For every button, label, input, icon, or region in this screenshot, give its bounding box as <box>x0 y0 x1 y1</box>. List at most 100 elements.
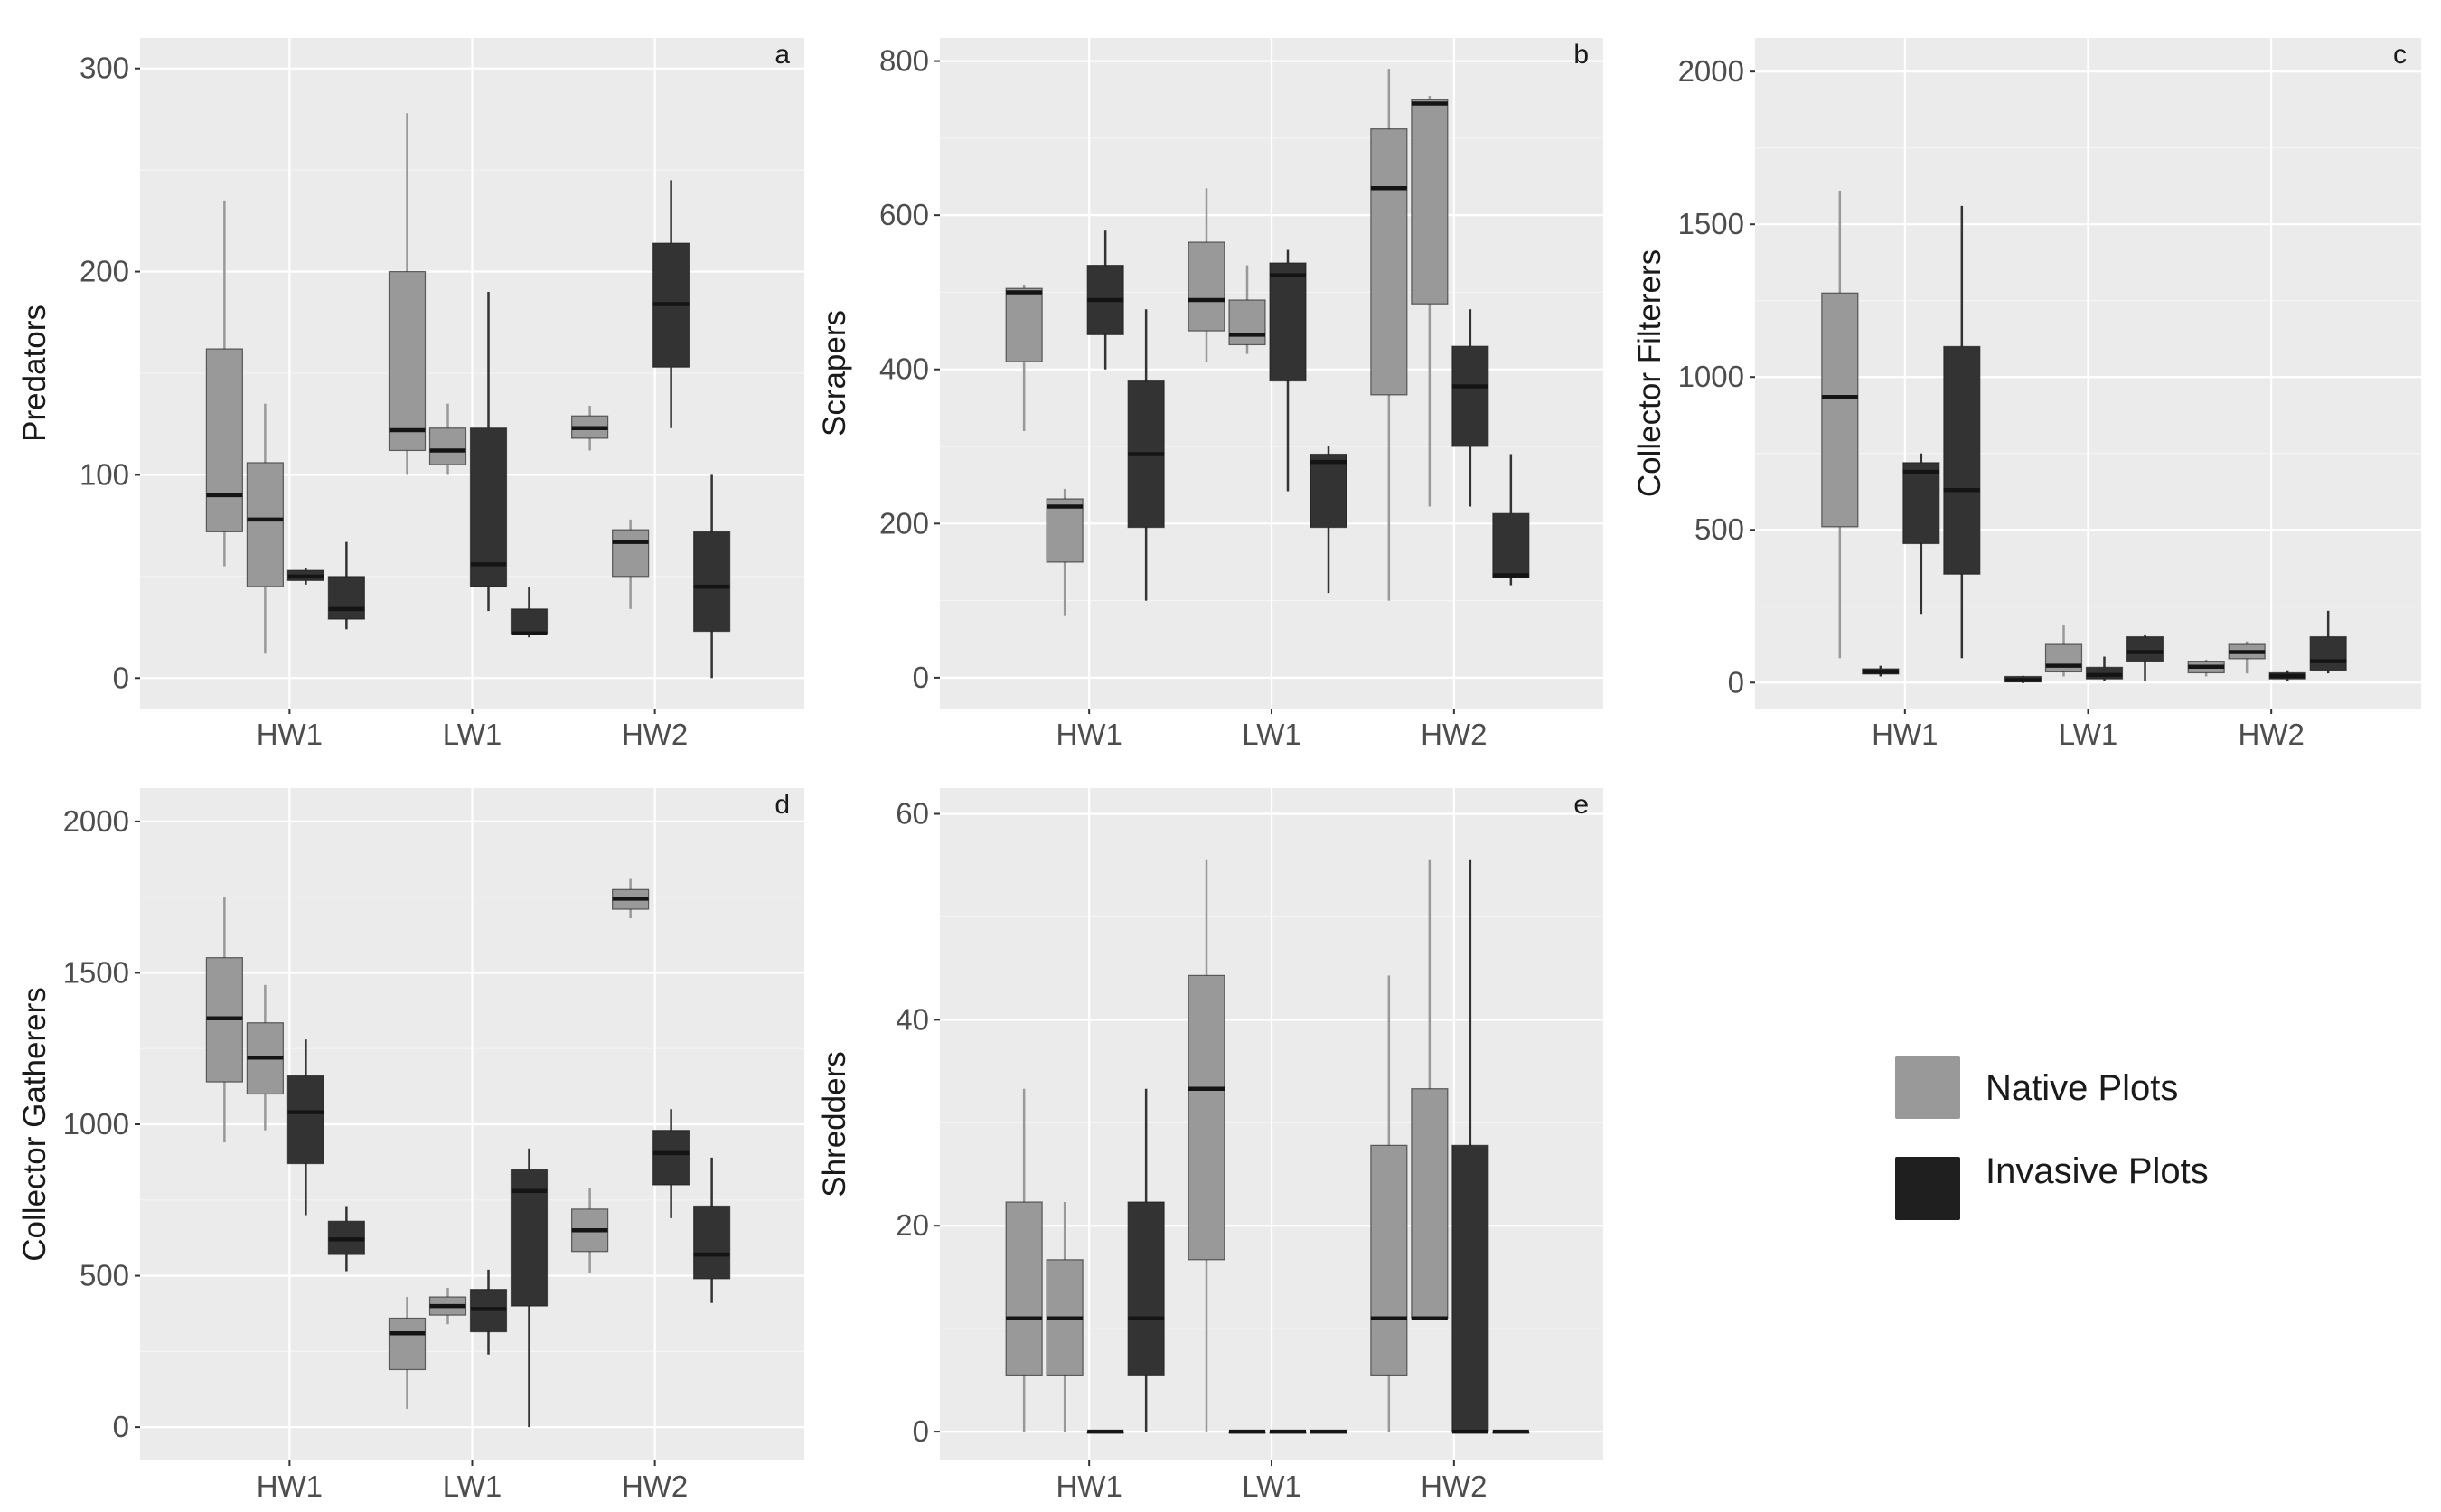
x-tick-label: LW1 <box>1242 1470 1300 1503</box>
box-invasive <box>1310 1429 1347 1434</box>
x-tick-label: HW1 <box>257 718 323 751</box>
box-native <box>1046 488 1084 616</box>
box-invasive <box>1862 665 1900 677</box>
x-tick-label: LW1 <box>1242 718 1300 751</box>
box-iqr <box>510 608 549 634</box>
box-invasive <box>2126 634 2164 681</box>
panel-b: 0 200 400 600 800 HW1 LW1 HW2 b Scrapers <box>817 38 1603 751</box>
box-invasive <box>1086 230 1124 370</box>
box-iqr <box>1005 1201 1043 1376</box>
y-tick-label: 20 <box>896 1208 929 1242</box>
box-iqr <box>1821 292 1859 528</box>
y-tick-label: 1000 <box>63 1107 129 1141</box>
panel-e: 0 20 40 60 HW1 LW1 HW2 e Shredders <box>817 788 1603 1503</box>
box-iqr <box>428 427 467 465</box>
box-iqr <box>205 348 243 532</box>
box-invasive <box>2004 675 2042 683</box>
box-native <box>2044 625 2083 677</box>
y-tick-label: 0 <box>113 661 129 694</box>
y-tick-label: 0 <box>913 661 929 694</box>
box-native <box>388 1297 427 1410</box>
box-native <box>571 405 609 451</box>
y-tick-label: 0 <box>913 1414 929 1448</box>
box-iqr <box>1451 345 1489 447</box>
box-iqr <box>1127 1201 1165 1376</box>
box-invasive <box>652 1109 690 1218</box>
box-invasive <box>1902 453 1940 615</box>
box-native <box>205 200 243 567</box>
x-tick-label: HW1 <box>1056 718 1122 751</box>
legend-native-swatch <box>1895 1056 1960 1119</box>
box-invasive <box>1451 859 1489 1434</box>
panel-letter: b <box>1573 40 1589 70</box>
box-iqr <box>1370 128 1408 396</box>
box-invasive <box>286 1039 324 1216</box>
y-axis-title: Shredders <box>817 1051 852 1197</box>
box-iqr <box>693 531 731 633</box>
legend-native-label: Native Plots <box>1986 1068 2178 1108</box>
box-iqr <box>1451 1144 1489 1432</box>
y-tick-label: 1500 <box>63 955 129 989</box>
y-axis-title: Collector Gatherers <box>17 987 52 1261</box>
box-native <box>2187 659 2225 677</box>
box-iqr <box>286 1075 324 1165</box>
y-axis-title: Predators <box>17 305 52 442</box>
box-native <box>1046 1202 1084 1432</box>
box-iqr <box>246 462 284 587</box>
box-native <box>1005 284 1043 431</box>
box-invasive <box>652 180 690 428</box>
box-iqr <box>1310 453 1347 529</box>
box-native <box>428 1287 467 1325</box>
y-tick-label: 800 <box>879 44 929 78</box>
box-invasive <box>1492 1429 1530 1434</box>
box-iqr <box>1228 299 1266 346</box>
box-native <box>205 897 243 1143</box>
box-native <box>1411 95 1449 507</box>
panel-letter: d <box>775 790 790 820</box>
box-iqr <box>612 529 650 578</box>
box-iqr <box>2126 635 2164 662</box>
box-native <box>1188 188 1225 362</box>
y-tick-label: 300 <box>80 52 129 85</box>
box-iqr <box>1188 974 1225 1261</box>
legend-invasive-swatch <box>1895 1157 1960 1220</box>
box-iqr <box>327 576 365 620</box>
box-invasive <box>327 1206 365 1272</box>
y-tick-label: 0 <box>113 1410 129 1443</box>
box-iqr <box>1492 512 1530 578</box>
legend-invasive-label: Invasive Plots <box>1986 1151 2209 1191</box>
box-native <box>1370 69 1408 601</box>
x-tick-label: LW1 <box>443 1470 502 1503</box>
y-tick-label: 2000 <box>63 804 129 838</box>
box-invasive <box>1492 454 1530 586</box>
box-invasive <box>1451 309 1489 507</box>
box-native <box>246 403 284 654</box>
box-native <box>2228 641 2266 674</box>
box-iqr <box>1411 1088 1449 1319</box>
panel-c: 0 500 1000 1500 2000 HW1 LW1 HW2 c Collector Filt… <box>1632 38 2421 751</box>
panel-d: 0 500 1000 1500 2000 HW1 LW1 HW2 d Collector Gath… <box>17 788 804 1503</box>
box-iqr <box>1411 99 1449 305</box>
box-iqr <box>1370 1144 1408 1376</box>
box-native <box>1188 859 1225 1432</box>
box-invasive <box>1228 1429 1266 1434</box>
box-invasive <box>327 541 365 630</box>
box-iqr <box>693 1205 731 1280</box>
x-tick-label: HW2 <box>1421 1470 1487 1503</box>
box-invasive <box>2085 656 2124 681</box>
x-tick-label: HW1 <box>1056 1470 1122 1503</box>
box-iqr <box>1005 287 1043 362</box>
legend: Native Plots Invasive Plots <box>1895 1056 2209 1220</box>
x-tick-label: HW1 <box>257 1470 323 1503</box>
y-tick-label: 500 <box>80 1259 129 1292</box>
box-iqr <box>652 1130 690 1186</box>
box-native <box>1228 265 1266 354</box>
box-iqr <box>388 1317 427 1371</box>
x-tick-label: HW2 <box>1421 718 1487 751</box>
box-iqr <box>388 270 427 452</box>
box-native <box>428 403 467 475</box>
y-axis-title: Scrapers <box>817 310 852 437</box>
box-iqr <box>1902 462 1940 545</box>
box-native <box>388 113 427 475</box>
